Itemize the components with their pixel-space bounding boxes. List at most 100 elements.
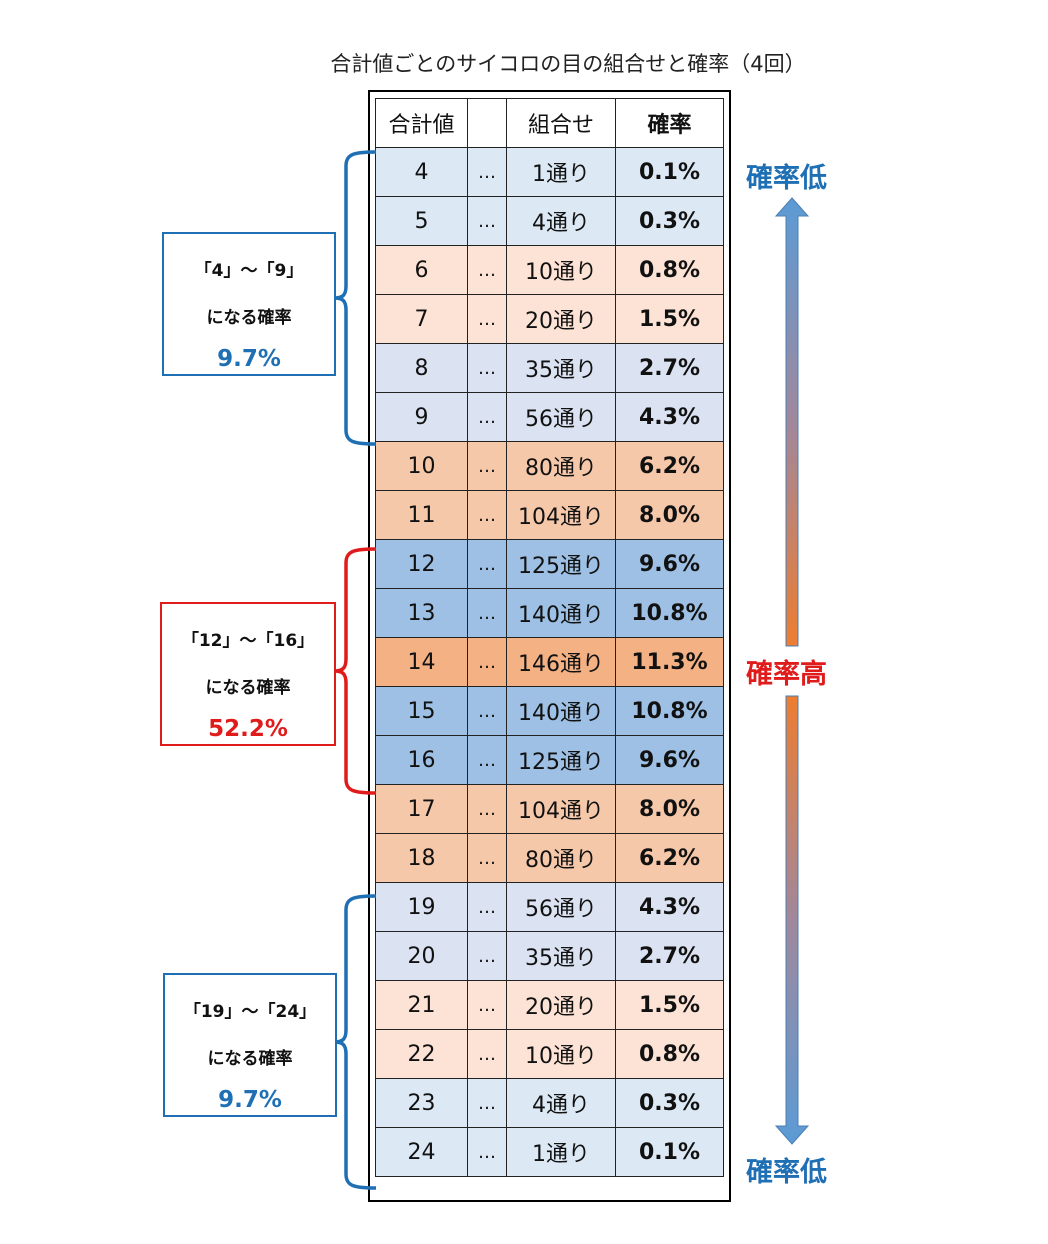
cell-combos: 35通り [506, 931, 616, 981]
cell-prob: 4.3% [615, 392, 724, 442]
cell-prob: 11.3% [615, 637, 724, 687]
cell-dots: … [467, 490, 507, 540]
cell-sum: 21 [375, 980, 468, 1030]
cell-sum: 15 [375, 686, 468, 736]
table-row: 14… 146通り 11.3% [375, 637, 724, 687]
table-row: 13… 140通り 10.8% [375, 588, 724, 638]
cell-dots: … [467, 441, 507, 491]
cell-sum: 23 [375, 1078, 468, 1128]
callout-mid-range: 「12」～「16」 になる確率 52.2% [160, 602, 336, 746]
cell-dots: … [467, 1029, 507, 1079]
cell-sum: 8 [375, 343, 468, 393]
cell-combos: 20通り [506, 294, 616, 344]
cell-dots: … [467, 588, 507, 638]
bracket-mid-range [333, 547, 377, 795]
cell-dots: … [467, 1127, 507, 1177]
cell-combos: 140通り [506, 686, 616, 736]
cell-sum: 10 [375, 441, 468, 491]
cell-prob: 6.2% [615, 441, 724, 491]
cell-combos: 140通り [506, 588, 616, 638]
cell-prob: 0.8% [615, 245, 724, 295]
table-row: 22… 10通り 0.8% [375, 1029, 724, 1079]
cell-dots: … [467, 343, 507, 393]
cell-sum: 4 [375, 147, 468, 197]
cell-combos: 104通り [506, 490, 616, 540]
cell-prob: 2.7% [615, 931, 724, 981]
table-row: 23… 4通り 0.3% [375, 1078, 724, 1128]
cell-prob: 8.0% [615, 490, 724, 540]
cell-dots: … [467, 392, 507, 442]
cell-sum: 17 [375, 784, 468, 834]
cell-dots: … [467, 784, 507, 834]
cell-combos: 125通り [506, 539, 616, 589]
table-row: 4… 1通り 0.1% [375, 147, 724, 197]
cell-prob: 0.1% [615, 1127, 724, 1177]
table-row: 7… 20通り 1.5% [375, 294, 724, 344]
cell-dots: … [467, 882, 507, 932]
header-combos: 組合せ [506, 98, 616, 148]
cell-prob: 0.1% [615, 147, 724, 197]
callout-low-range-value: 9.7% [217, 346, 281, 372]
table-row: 20… 35通り 2.7% [375, 931, 724, 981]
cell-dots: … [467, 147, 507, 197]
table-frame [368, 90, 731, 1202]
bracket-low-range [333, 150, 377, 446]
header-sum: 合計値 [375, 98, 468, 148]
cell-prob: 1.5% [615, 294, 724, 344]
cell-sum: 7 [375, 294, 468, 344]
cell-dots: … [467, 196, 507, 246]
cell-dots: … [467, 245, 507, 295]
cell-dots: … [467, 735, 507, 785]
cell-prob: 10.8% [615, 588, 724, 638]
callout-high-range-label: 「19」～「24」 [183, 1002, 317, 1022]
table-row: 11… 104通り 8.0% [375, 490, 724, 540]
table-row: 10… 80通り 6.2% [375, 441, 724, 491]
cell-dots: … [467, 1078, 507, 1128]
cell-dots: … [467, 637, 507, 687]
cell-combos: 104通り [506, 784, 616, 834]
cell-prob: 6.2% [615, 833, 724, 883]
cell-combos: 10通り [506, 1029, 616, 1079]
callout-low-range-caption: になる確率 [206, 308, 292, 328]
cell-sum: 18 [375, 833, 468, 883]
table-row: 9… 56通り 4.3% [375, 392, 724, 442]
scale-middle-label: 確率高 [746, 659, 827, 690]
cell-combos: 56通り [506, 882, 616, 932]
cell-dots: … [467, 931, 507, 981]
table-row: 8… 35通り 2.7% [375, 343, 724, 393]
table-row: 5… 4通り 0.3% [375, 196, 724, 246]
callout-mid-range-caption: になる確率 [205, 678, 291, 698]
cell-sum: 11 [375, 490, 468, 540]
callout-low-range-label: 「4」～「9」 [194, 261, 304, 281]
cell-prob: 0.3% [615, 1078, 724, 1128]
table-row: 12… 125通り 9.6% [375, 539, 724, 589]
cell-combos: 146通り [506, 637, 616, 687]
cell-sum: 24 [375, 1127, 468, 1177]
scale-bottom-label: 確率低 [746, 1157, 827, 1188]
callout-high-range: 「19」～「24」 になる確率 9.7% [163, 973, 337, 1117]
cell-sum: 22 [375, 1029, 468, 1079]
cell-dots: … [467, 294, 507, 344]
cell-prob: 4.3% [615, 882, 724, 932]
table-row: 6… 10通り 0.8% [375, 245, 724, 295]
cell-sum: 6 [375, 245, 468, 295]
table-row: 19… 56通り 4.3% [375, 882, 724, 932]
callout-high-range-caption: になる確率 [207, 1049, 293, 1069]
table-body: 4… 1通り 0.1% 5… 4通り 0.3% 6… 10通り 0.8% 7… 20通り 1.5% 8…… [375, 147, 724, 1177]
callout-low-range: 「4」～「9」 になる確率 9.7% [162, 232, 336, 376]
cell-sum: 13 [375, 588, 468, 638]
callout-mid-range-value: 52.2% [208, 716, 288, 742]
cell-prob: 0.3% [615, 196, 724, 246]
cell-sum: 14 [375, 637, 468, 687]
cell-combos: 35通り [506, 343, 616, 393]
cell-sum: 16 [375, 735, 468, 785]
table-row: 18… 80通り 6.2% [375, 833, 724, 883]
cell-prob: 10.8% [615, 686, 724, 736]
cell-combos: 4通り [506, 196, 616, 246]
cell-combos: 56通り [506, 392, 616, 442]
cell-dots: … [467, 539, 507, 589]
table-row: 24… 1通り 0.1% [375, 1127, 724, 1177]
arrow-up-icon [774, 197, 810, 647]
header-row: 合計値 組合せ 確率 [375, 98, 724, 148]
cell-combos: 80通り [506, 833, 616, 883]
